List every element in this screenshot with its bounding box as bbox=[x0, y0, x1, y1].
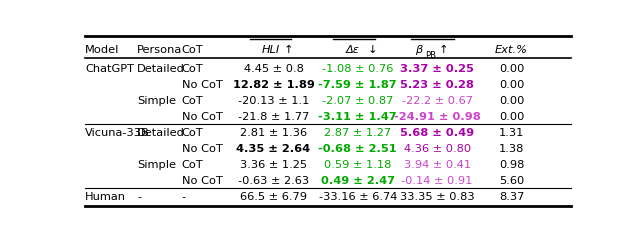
Text: Persona: Persona bbox=[137, 45, 182, 55]
Text: Model: Model bbox=[85, 45, 119, 55]
Text: CoT: CoT bbox=[182, 128, 204, 138]
Text: PB: PB bbox=[425, 50, 436, 59]
Text: CoT: CoT bbox=[182, 64, 204, 74]
Text: 5.23 ± 0.28: 5.23 ± 0.28 bbox=[400, 80, 474, 90]
Text: 2.81 ± 1.36: 2.81 ± 1.36 bbox=[240, 128, 307, 138]
Text: -22.2 ± 0.67: -22.2 ± 0.67 bbox=[402, 96, 472, 106]
Text: -0.68 ± 2.51: -0.68 ± 2.51 bbox=[319, 144, 397, 153]
Text: ↑: ↑ bbox=[439, 45, 448, 55]
Text: CoT: CoT bbox=[182, 160, 204, 169]
Text: No CoT: No CoT bbox=[182, 112, 223, 122]
Text: 0.00: 0.00 bbox=[499, 64, 524, 74]
Text: Simple: Simple bbox=[137, 96, 176, 106]
Text: 1.38: 1.38 bbox=[499, 144, 524, 153]
Text: Ext.%: Ext.% bbox=[495, 45, 528, 55]
Text: 5.68 ± 0.49: 5.68 ± 0.49 bbox=[400, 128, 474, 138]
Text: 12.82 ± 1.89: 12.82 ± 1.89 bbox=[232, 80, 314, 90]
Text: Detailed: Detailed bbox=[137, 64, 185, 74]
Text: 1.31: 1.31 bbox=[499, 128, 524, 138]
Text: -24.91 ± 0.98: -24.91 ± 0.98 bbox=[394, 112, 481, 122]
Text: -: - bbox=[182, 191, 186, 201]
Text: -: - bbox=[137, 191, 141, 201]
Text: -20.13 ± 1.1: -20.13 ± 1.1 bbox=[237, 96, 309, 106]
Text: -21.8 ± 1.77: -21.8 ± 1.77 bbox=[237, 112, 309, 122]
Text: 5.60: 5.60 bbox=[499, 175, 524, 185]
Text: ↑: ↑ bbox=[284, 45, 293, 55]
Text: 0.98: 0.98 bbox=[499, 160, 524, 169]
Text: -1.08 ± 0.76: -1.08 ± 0.76 bbox=[322, 64, 394, 74]
Text: 8.37: 8.37 bbox=[499, 191, 524, 201]
Text: 33.35 ± 0.83: 33.35 ± 0.83 bbox=[400, 191, 474, 201]
Text: -33.16 ± 6.74: -33.16 ± 6.74 bbox=[319, 191, 397, 201]
Text: Detailed: Detailed bbox=[137, 128, 185, 138]
Text: CoT: CoT bbox=[182, 96, 204, 106]
Text: 0.00: 0.00 bbox=[499, 96, 524, 106]
Text: HLI: HLI bbox=[262, 45, 280, 55]
Text: 3.37 ± 0.25: 3.37 ± 0.25 bbox=[400, 64, 474, 74]
Text: 3.94 ± 0.41: 3.94 ± 0.41 bbox=[404, 160, 470, 169]
Text: -0.63 ± 2.63: -0.63 ± 2.63 bbox=[238, 175, 309, 185]
Text: CoT: CoT bbox=[182, 45, 204, 55]
Text: 4.35 ± 2.64: 4.35 ± 2.64 bbox=[236, 144, 310, 153]
Text: Human: Human bbox=[85, 191, 126, 201]
Text: 0.59 ± 1.18: 0.59 ± 1.18 bbox=[324, 160, 392, 169]
Text: No CoT: No CoT bbox=[182, 144, 223, 153]
Text: -3.11 ± 1.47: -3.11 ± 1.47 bbox=[319, 112, 397, 122]
Text: β: β bbox=[415, 45, 422, 55]
Text: No CoT: No CoT bbox=[182, 80, 223, 90]
Text: -0.14 ± 0.91: -0.14 ± 0.91 bbox=[401, 175, 473, 185]
Text: ChatGPT: ChatGPT bbox=[85, 64, 134, 74]
Text: 2.87 ± 1.27: 2.87 ± 1.27 bbox=[324, 128, 391, 138]
Text: 4.45 ± 0.8: 4.45 ± 0.8 bbox=[243, 64, 303, 74]
Text: No CoT: No CoT bbox=[182, 175, 223, 185]
Text: 3.36 ± 1.25: 3.36 ± 1.25 bbox=[240, 160, 307, 169]
Text: Vicuna-33B: Vicuna-33B bbox=[85, 128, 150, 138]
Text: ↓: ↓ bbox=[368, 45, 378, 55]
Text: Simple: Simple bbox=[137, 160, 176, 169]
Text: Δε: Δε bbox=[346, 45, 360, 55]
Text: 0.49 ± 2.47: 0.49 ± 2.47 bbox=[321, 175, 395, 185]
Text: 66.5 ± 6.79: 66.5 ± 6.79 bbox=[240, 191, 307, 201]
Text: 0.00: 0.00 bbox=[499, 112, 524, 122]
Text: -7.59 ± 1.87: -7.59 ± 1.87 bbox=[319, 80, 397, 90]
Text: 4.36 ± 0.80: 4.36 ± 0.80 bbox=[404, 144, 470, 153]
Text: -2.07 ± 0.87: -2.07 ± 0.87 bbox=[322, 96, 394, 106]
Text: 0.00: 0.00 bbox=[499, 80, 524, 90]
